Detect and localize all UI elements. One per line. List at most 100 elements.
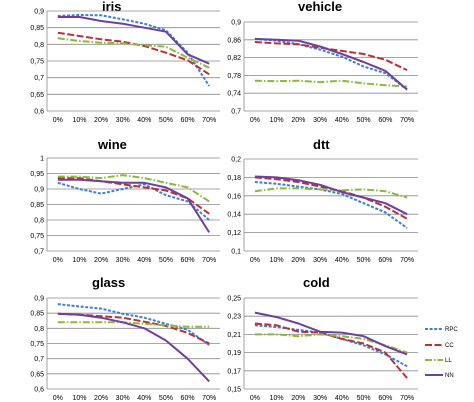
x-tick-label: 20% — [291, 395, 305, 402]
chart-title: wine — [97, 137, 127, 152]
x-tick-label: 20% — [94, 257, 108, 264]
y-tick-label: 0,95 — [30, 171, 44, 178]
legend-label-cc: CC — [445, 343, 454, 349]
series-line-ll — [254, 187, 408, 199]
series-line-rpc — [254, 324, 408, 368]
y-tick-label: 0,86 — [227, 37, 241, 44]
x-tick-label: 30% — [313, 117, 327, 124]
x-tick-label: 70% — [400, 117, 414, 124]
y-tick-label: 0,9 — [34, 9, 44, 16]
chart-title: vehicle — [298, 0, 342, 14]
y-tick-label: 0,6 — [34, 109, 44, 116]
x-tick-label: 60% — [378, 395, 392, 402]
y-tick-label: 0,9 — [34, 187, 44, 194]
chart-panel-vehicle: vehicle 0,7 0,74 0,78 0,82 0,86 0,9 0% 10% 20% 30%… — [227, 0, 418, 124]
legend-label-ll: LL — [445, 358, 452, 364]
y-tick-label: 0,23 — [227, 314, 241, 321]
x-tick-label: 70% — [400, 395, 414, 402]
chart-panel-glass: glass 0,6 0,65 0,7 0,75 0,8 0,85 0,9 0% 10% 20% 30%… — [30, 275, 220, 402]
x-tick-label: 10% — [270, 257, 284, 264]
x-tick-label: 20% — [291, 117, 305, 124]
y-tick-label: 0,8 — [34, 218, 44, 225]
x-tick-label: 0% — [53, 395, 63, 402]
y-tick-label: 0,16 — [227, 193, 241, 200]
x-tick-label: 40% — [335, 117, 349, 124]
chart-title: dtt — [313, 137, 330, 152]
x-tick-label: 20% — [94, 395, 108, 402]
x-tick-label: 70% — [202, 395, 216, 402]
series-line-ll — [57, 321, 210, 328]
y-tick-label: 0,78 — [227, 73, 241, 80]
y-tick-label: 0,25 — [227, 296, 241, 303]
series-line-nn — [254, 175, 408, 216]
chart-panel-cold: cold 0,15 0,17 0,19 0,21 0,23 0,25 0% 10% 20% 30% 4… — [227, 275, 418, 402]
x-tick-label: 60% — [378, 257, 392, 264]
y-tick-label: 0,1 — [231, 249, 241, 256]
y-tick-label: 0,9 — [231, 20, 241, 27]
x-tick-label: 50% — [159, 117, 173, 124]
series-line-cc — [254, 41, 408, 72]
chart-panel-iris: iris 0,6 0,65 0,7 0,75 0,8 0,85 0,9 0% 10% 20% 30% 4… — [30, 0, 220, 124]
x-tick-label: 30% — [116, 117, 130, 124]
y-tick-label: 0,18 — [227, 175, 241, 182]
series-line-nn — [254, 311, 408, 356]
y-tick-label: 0,9 — [34, 296, 44, 303]
y-tick-label: 0,85 — [30, 25, 44, 32]
y-tick-label: 0,74 — [227, 91, 241, 98]
x-tick-label: 40% — [335, 257, 349, 264]
y-tick-label: 0,7 — [34, 249, 44, 256]
x-tick-label: 50% — [357, 257, 371, 264]
x-tick-label: 10% — [72, 257, 86, 264]
x-tick-label: 0% — [53, 257, 63, 264]
x-tick-label: 50% — [159, 257, 173, 264]
y-tick-label: 0,6 — [34, 387, 44, 394]
series-line-ll — [57, 37, 210, 69]
legend-label-nn: NN — [445, 373, 454, 379]
series-line-rpc — [57, 303, 210, 346]
series-line-rpc — [57, 181, 210, 221]
x-tick-label: 40% — [137, 257, 151, 264]
y-tick-label: 0,15 — [227, 387, 241, 394]
x-tick-label: 70% — [400, 257, 414, 264]
x-tick-label: 40% — [137, 117, 151, 124]
x-tick-label: 70% — [202, 117, 216, 124]
x-tick-label: 40% — [335, 395, 349, 402]
chart-title: cold — [303, 275, 330, 290]
y-tick-label: 0,85 — [30, 311, 44, 318]
x-tick-label: 10% — [270, 395, 284, 402]
series-line-ll — [57, 174, 210, 203]
x-tick-label: 50% — [357, 395, 371, 402]
chart-panel-dtt: dtt 0,1 0,12 0,14 0,16 0,18 0,2 0% 10% 20% 30% 40% 5… — [227, 137, 418, 264]
series-line-rpc — [254, 181, 408, 229]
y-tick-label: 0,75 — [30, 341, 44, 348]
y-tick-label: 0,65 — [30, 371, 44, 378]
y-tick-label: 0,85 — [30, 202, 44, 209]
x-tick-label: 50% — [357, 117, 371, 124]
y-tick-label: 1 — [40, 156, 44, 163]
series-line-rpc — [254, 37, 408, 91]
x-tick-label: 30% — [313, 395, 327, 402]
chart-legend: RPC CC LL NN — [425, 327, 458, 379]
x-tick-label: 0% — [250, 257, 260, 264]
x-tick-label: 30% — [116, 395, 130, 402]
legend-label-rpc: RPC — [445, 327, 458, 333]
x-tick-label: 30% — [116, 257, 130, 264]
series-line-nn — [57, 16, 210, 65]
series-line-nn — [254, 37, 408, 91]
x-tick-label: 60% — [378, 117, 392, 124]
y-tick-label: 0,65 — [30, 92, 44, 99]
x-tick-label: 70% — [202, 257, 216, 264]
x-tick-label: 30% — [313, 257, 327, 264]
x-tick-label: 20% — [94, 117, 108, 124]
y-tick-label: 0,12 — [227, 230, 241, 237]
y-tick-label: 0,21 — [227, 332, 241, 339]
y-tick-label: 0,14 — [227, 212, 241, 219]
y-tick-label: 0,7 — [34, 356, 44, 363]
x-tick-label: 0% — [250, 395, 260, 402]
x-tick-label: 10% — [270, 117, 284, 124]
x-tick-label: 0% — [250, 117, 260, 124]
series-line-ll — [254, 333, 408, 354]
x-tick-label: 10% — [72, 117, 86, 124]
